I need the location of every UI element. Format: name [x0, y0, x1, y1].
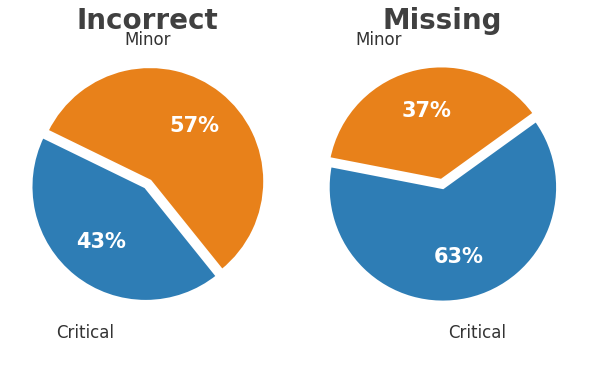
Wedge shape [329, 66, 535, 181]
Text: Critical: Critical [448, 325, 506, 343]
Text: 63%: 63% [433, 247, 483, 267]
Text: 37%: 37% [401, 101, 451, 121]
Text: Critical: Critical [55, 325, 114, 343]
Title: Incorrect: Incorrect [77, 7, 219, 35]
Wedge shape [47, 66, 265, 271]
Text: Minor: Minor [356, 31, 402, 49]
Text: 57%: 57% [169, 116, 219, 136]
Title: Missing: Missing [382, 7, 502, 35]
Wedge shape [31, 136, 218, 302]
Wedge shape [328, 120, 558, 302]
Text: Minor: Minor [124, 31, 171, 49]
Text: 43%: 43% [76, 232, 126, 252]
